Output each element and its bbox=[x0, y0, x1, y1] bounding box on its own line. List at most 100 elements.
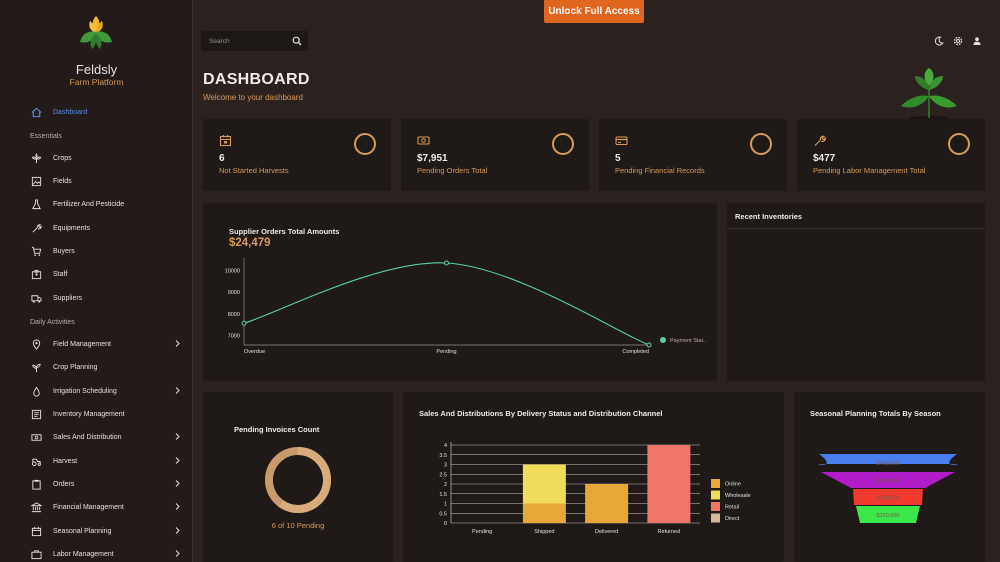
legend-label: Wholesale bbox=[725, 493, 751, 499]
chart-title: Supplier Orders Total Amounts bbox=[229, 227, 340, 236]
data-point bbox=[444, 260, 449, 266]
money-icon bbox=[417, 136, 430, 145]
bar-segment bbox=[522, 464, 566, 504]
sidebar-item-fields[interactable]: Fields bbox=[30, 173, 190, 189]
sidebar-item-crop-planning[interactable]: Crop Planning bbox=[30, 359, 190, 375]
x-tick-label: Pending bbox=[436, 349, 456, 355]
funnel-label: $380,000 bbox=[877, 479, 900, 485]
y-tick-label: 2 bbox=[444, 482, 447, 488]
stat-ring bbox=[552, 133, 574, 155]
x-tick-label: Delivered bbox=[595, 529, 618, 535]
logo-icon bbox=[80, 16, 112, 49]
legend-label: Online bbox=[725, 482, 741, 488]
chevron-right-icon bbox=[175, 433, 180, 440]
sidebar-item-field-management[interactable]: Field Management bbox=[30, 336, 190, 352]
badge-icon bbox=[30, 268, 42, 280]
flask-icon bbox=[30, 198, 42, 210]
legend-swatch bbox=[711, 490, 720, 500]
legend-label: Payment Stat.. bbox=[670, 338, 707, 344]
stat-label: Pending Financial Records bbox=[615, 166, 705, 175]
search-icon[interactable] bbox=[292, 36, 302, 46]
sidebar-item-label: Sales And Distribution bbox=[53, 433, 122, 441]
sidebar-item-label: Equipments bbox=[53, 224, 90, 232]
legend-swatch bbox=[711, 502, 720, 511]
pending-invoices-donut bbox=[265, 447, 331, 513]
seasonal-planning-card: Seasonal Planning Totals By Season $405,… bbox=[794, 392, 985, 562]
brand-name: Feldsly bbox=[75, 62, 118, 77]
card-title: Recent Inventories bbox=[735, 212, 803, 221]
sidebar-item-label: Dashboard bbox=[53, 108, 88, 116]
sidebar-item-crops[interactable]: Crops bbox=[30, 150, 190, 166]
bar-segment bbox=[585, 484, 629, 523]
sprout-icon bbox=[30, 152, 42, 164]
donut-caption: 6 of 10 Pending bbox=[271, 521, 325, 530]
chevron-right-icon bbox=[175, 340, 180, 347]
sidebar-item-sales[interactable]: Sales And Distribution bbox=[30, 429, 190, 445]
gear-icon[interactable] bbox=[953, 36, 963, 46]
sidebar-item-label: Financial Management bbox=[53, 503, 124, 511]
x-tick-label: Shipped bbox=[534, 529, 554, 535]
y-tick-label: 0 bbox=[444, 521, 447, 527]
sidebar-item-label: Crop Planning bbox=[53, 363, 98, 371]
x-tick-label: Pending bbox=[472, 529, 492, 535]
stat-value: $477 bbox=[813, 153, 836, 164]
map-pin-icon bbox=[30, 338, 42, 350]
sidebar-item-label: Irrigation Scheduling bbox=[53, 387, 117, 395]
section-label-essentials: Essentials bbox=[30, 133, 62, 140]
funnel-label: $250,000 bbox=[877, 513, 900, 519]
chart-title: Sales And Distributions By Delivery Stat… bbox=[419, 409, 663, 418]
funnel-segment bbox=[818, 454, 958, 465]
sidebar-item-dashboard[interactable]: Dashboard bbox=[30, 104, 190, 120]
sidebar-item-label: Seasonal Planning bbox=[53, 527, 112, 535]
home-icon bbox=[30, 106, 42, 118]
search-input[interactable] bbox=[209, 37, 289, 45]
water-drop-icon bbox=[30, 385, 42, 397]
sidebar-item-label: Suppliers bbox=[53, 294, 83, 302]
tractor-icon bbox=[30, 455, 42, 467]
sidebar-item-buyers[interactable]: Buyers bbox=[30, 243, 190, 259]
briefcase-icon bbox=[30, 548, 42, 560]
search-bar bbox=[201, 31, 308, 51]
funnel-label: $405,000 bbox=[877, 461, 900, 467]
sales-bar-chart: 0 0.5 1 1.5 2 2.5 3 3.5 4 Pending Shipped Delivered… bbox=[439, 442, 751, 535]
stat-card-orders[interactable]: $7,951 Pending Orders Total bbox=[401, 119, 589, 191]
sidebar-item-inventory[interactable]: Inventory Management bbox=[30, 406, 190, 422]
stat-card-financial[interactable]: 5 Pending Financial Records bbox=[599, 119, 787, 191]
sidebar-item-fertilizer[interactable]: Fertilizer And Pesticide bbox=[30, 196, 190, 212]
stat-value: $7,951 bbox=[417, 153, 448, 164]
sidebar-item-equipments[interactable]: Equipments bbox=[30, 220, 190, 236]
x-tick-label: Overdue bbox=[244, 349, 265, 355]
sidebar-item-suppliers[interactable]: Suppliers bbox=[30, 290, 190, 306]
y-tick-label: 8000 bbox=[228, 312, 240, 318]
stat-ring bbox=[354, 133, 376, 155]
dark-mode-icon[interactable] bbox=[934, 36, 944, 46]
legend-label: Retail bbox=[725, 505, 739, 511]
calendar-icon bbox=[219, 135, 232, 147]
sidebar-item-label: Harvest bbox=[53, 457, 78, 465]
sidebar-item-financial[interactable]: Financial Management bbox=[30, 499, 190, 515]
sidebar-item-labor[interactable]: Labor Management bbox=[30, 546, 190, 562]
sales-distribution-card: Sales And Distributions By Delivery Stat… bbox=[403, 392, 784, 562]
sidebar-item-seasonal[interactable]: Seasonal Planning bbox=[30, 523, 190, 539]
sidebar-item-harvest[interactable]: Harvest bbox=[30, 453, 190, 469]
sidebar-item-irrigation[interactable]: Irrigation Scheduling bbox=[30, 383, 190, 399]
money-icon bbox=[30, 431, 42, 443]
page-subtitle: Welcome to your dashboard bbox=[203, 93, 303, 102]
stat-card-labor[interactable]: $477 Pending Labor Management Total bbox=[797, 119, 985, 191]
user-icon[interactable] bbox=[972, 36, 982, 46]
stat-card-harvests[interactable]: 6 Not Started Harvests bbox=[203, 119, 391, 191]
legend-swatch bbox=[711, 513, 720, 523]
sidebar-item-staff[interactable]: Staff bbox=[30, 266, 190, 282]
sidebar-item-label: Buyers bbox=[53, 247, 75, 255]
sidebar-item-orders[interactable]: Orders bbox=[30, 476, 190, 492]
sidebar-item-label: Orders bbox=[53, 480, 75, 488]
unlock-full-access-button[interactable]: Unlock Full Access bbox=[544, 0, 644, 23]
funnel-segment bbox=[856, 506, 920, 523]
chevron-right-icon bbox=[175, 480, 180, 487]
stat-label: Not Started Harvests bbox=[219, 166, 289, 175]
funnel-segment bbox=[821, 472, 955, 488]
chevron-right-icon bbox=[175, 503, 180, 510]
section-label-daily: Daily Activities bbox=[30, 319, 75, 326]
chevron-right-icon bbox=[175, 550, 180, 557]
stat-value: 5 bbox=[615, 153, 621, 164]
